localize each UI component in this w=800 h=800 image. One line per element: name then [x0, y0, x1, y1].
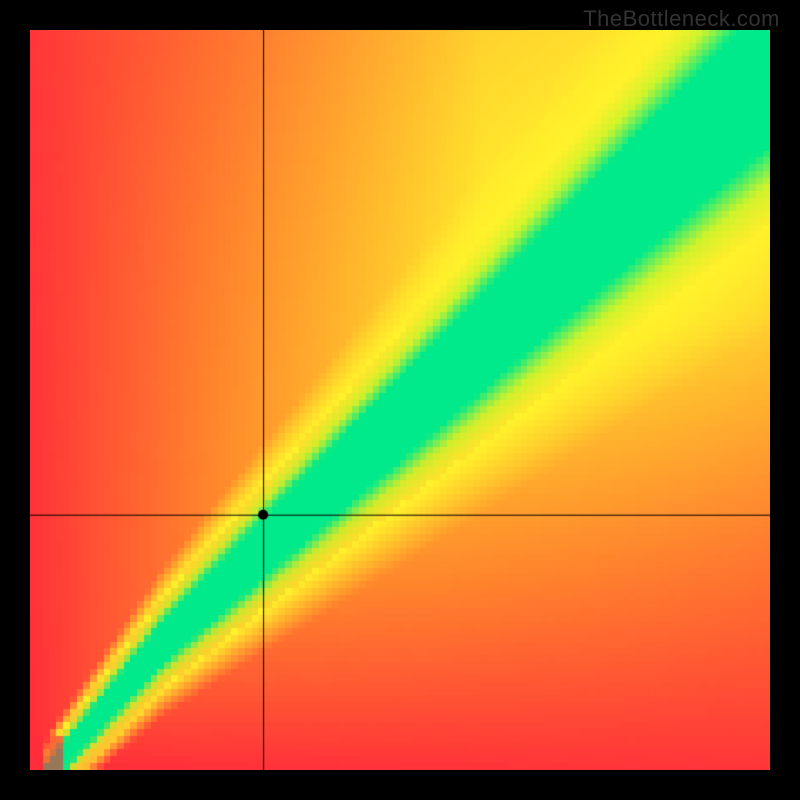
bottleneck-heatmap — [30, 30, 770, 770]
watermark-text: TheBottleneck.com — [583, 6, 780, 32]
chart-container: TheBottleneck.com — [0, 0, 800, 800]
plot-area — [30, 30, 770, 770]
